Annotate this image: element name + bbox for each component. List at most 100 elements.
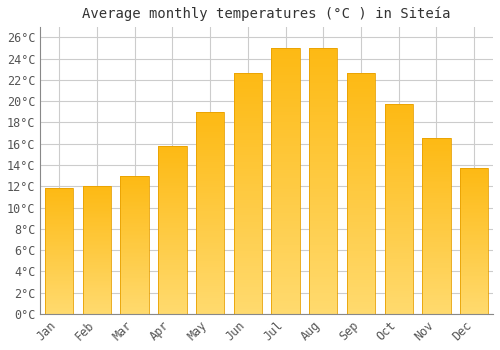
Bar xyxy=(234,176,262,179)
Bar xyxy=(234,186,262,188)
Bar xyxy=(272,131,299,133)
Bar xyxy=(45,224,74,225)
Bar xyxy=(272,306,299,309)
Bar xyxy=(45,266,74,267)
Bar xyxy=(347,244,375,246)
Bar xyxy=(347,268,375,271)
Bar xyxy=(45,235,74,236)
Bar xyxy=(460,205,488,206)
Bar xyxy=(158,307,186,309)
Bar xyxy=(83,221,111,222)
Bar xyxy=(234,106,262,109)
Bar xyxy=(460,301,488,302)
Bar xyxy=(272,264,299,266)
Bar xyxy=(234,258,262,261)
Bar xyxy=(196,233,224,235)
Bar xyxy=(196,245,224,247)
Bar xyxy=(158,153,186,154)
Bar xyxy=(158,267,186,268)
Bar xyxy=(384,295,413,297)
Bar xyxy=(234,299,262,302)
Bar xyxy=(83,196,111,198)
Bar xyxy=(309,282,338,285)
Bar xyxy=(120,301,149,303)
Bar xyxy=(45,296,74,298)
Bar xyxy=(234,256,262,258)
Bar xyxy=(272,154,299,157)
Bar xyxy=(158,213,186,215)
Bar xyxy=(234,181,262,183)
Bar xyxy=(45,239,74,240)
Bar xyxy=(460,196,488,197)
Bar xyxy=(422,293,450,295)
Bar xyxy=(158,233,186,235)
Bar xyxy=(45,310,74,312)
Bar xyxy=(422,263,450,265)
Bar xyxy=(422,254,450,256)
Bar xyxy=(45,200,74,201)
Bar xyxy=(272,48,299,314)
Bar xyxy=(234,172,262,174)
Bar xyxy=(309,99,338,101)
Bar xyxy=(196,296,224,298)
Bar xyxy=(158,215,186,216)
Bar xyxy=(158,151,186,153)
Bar xyxy=(384,144,413,146)
Bar xyxy=(309,298,338,301)
Bar xyxy=(234,188,262,191)
Bar xyxy=(83,290,111,291)
Bar xyxy=(45,195,74,196)
Bar xyxy=(158,255,186,257)
Bar xyxy=(460,296,488,298)
Bar xyxy=(422,181,450,182)
Bar xyxy=(347,253,375,256)
Bar xyxy=(45,294,74,295)
Bar xyxy=(196,257,224,259)
Bar xyxy=(347,210,375,212)
Bar xyxy=(120,270,149,271)
Bar xyxy=(234,249,262,251)
Bar xyxy=(120,216,149,217)
Bar xyxy=(422,184,450,186)
Bar xyxy=(422,140,450,142)
Bar xyxy=(120,231,149,232)
Bar xyxy=(422,266,450,268)
Bar xyxy=(158,156,186,158)
Bar xyxy=(234,162,262,164)
Bar xyxy=(45,300,74,301)
Bar xyxy=(460,253,488,254)
Bar xyxy=(309,136,338,139)
Bar xyxy=(196,249,224,251)
Bar xyxy=(309,258,338,261)
Bar xyxy=(234,268,262,271)
Bar xyxy=(196,164,224,166)
Bar xyxy=(83,229,111,230)
Bar xyxy=(120,198,149,199)
Bar xyxy=(460,292,488,294)
Bar xyxy=(422,223,450,224)
Bar xyxy=(347,196,375,198)
Bar xyxy=(309,181,338,184)
Bar xyxy=(120,275,149,276)
Bar xyxy=(196,130,224,132)
Bar xyxy=(45,191,74,192)
Bar xyxy=(347,121,375,123)
Bar xyxy=(45,248,74,250)
Bar xyxy=(347,239,375,241)
Bar xyxy=(309,245,338,247)
Bar xyxy=(460,308,488,309)
Bar xyxy=(422,238,450,240)
Bar xyxy=(196,189,224,191)
Bar xyxy=(83,227,111,229)
Bar xyxy=(196,284,224,286)
Bar xyxy=(272,202,299,205)
Bar xyxy=(309,93,338,96)
Bar xyxy=(158,264,186,265)
Bar xyxy=(384,287,413,289)
Bar xyxy=(234,147,262,150)
Bar xyxy=(45,242,74,244)
Bar xyxy=(384,219,413,222)
Bar xyxy=(384,121,413,123)
Bar xyxy=(120,278,149,279)
Bar xyxy=(272,112,299,114)
